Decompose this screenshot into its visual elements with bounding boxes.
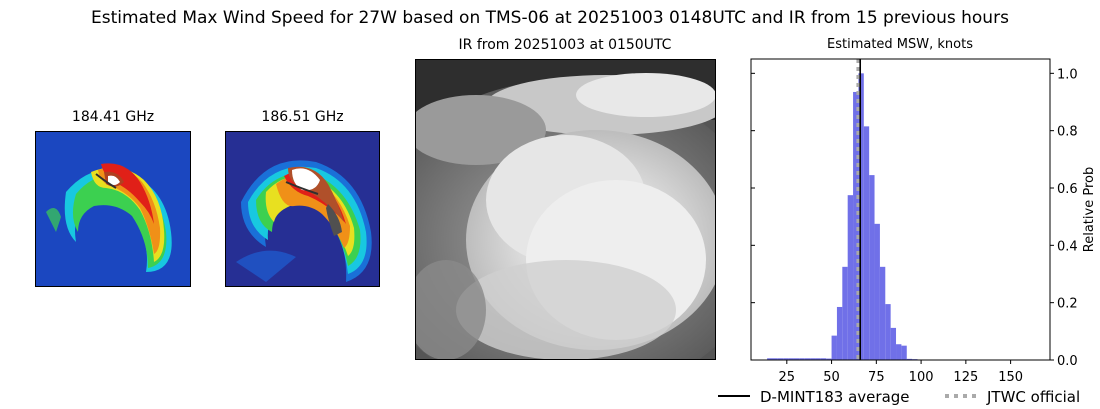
microwave-186ghz-graphic xyxy=(226,132,379,286)
histogram-bar xyxy=(885,304,891,360)
histogram-bar xyxy=(831,335,837,360)
histogram-bar xyxy=(820,358,827,360)
histogram-bar xyxy=(799,358,805,360)
histogram-bar xyxy=(772,358,778,360)
x-tick-label: 75 xyxy=(868,370,885,385)
y-tick-label: 1.0 xyxy=(1057,67,1078,82)
y-tick-label: 0.8 xyxy=(1057,125,1078,140)
histogram-bar xyxy=(804,358,811,360)
x-tick-label: 25 xyxy=(779,370,796,385)
panel-title-186ghz: 186.51 GHz xyxy=(261,109,344,125)
histogram-bar xyxy=(853,91,859,360)
figure-title: Estimated Max Wind Speed for 27W based o… xyxy=(91,8,1009,28)
histogram-title: Estimated MSW, knots xyxy=(827,37,973,52)
histogram-bar xyxy=(810,358,816,360)
microwave-184ghz-graphic xyxy=(36,132,190,286)
histogram-bar xyxy=(767,358,773,360)
histogram-bar xyxy=(869,175,875,360)
y-tick-label: 0.4 xyxy=(1057,239,1078,254)
ir-panel-title: IR from 20251003 at 0150UTC xyxy=(458,37,672,53)
histogram-bar xyxy=(783,358,789,360)
histogram-bar xyxy=(847,195,854,360)
histogram-frame xyxy=(750,58,1051,361)
x-tick-label: 150 xyxy=(998,370,1023,385)
legend-average-label: D-MINT183 average xyxy=(760,388,910,406)
y-tick-label: 0.6 xyxy=(1057,182,1078,197)
histogram-bar xyxy=(863,126,870,360)
x-tick-label: 125 xyxy=(953,370,978,385)
histogram-bar xyxy=(777,358,784,360)
histogram-bar xyxy=(896,344,902,360)
y-axis-label: Relative Prob xyxy=(1082,167,1097,252)
y-tick-label: 0.0 xyxy=(1057,354,1078,369)
x-tick-label: 50 xyxy=(823,370,840,385)
histogram-bar xyxy=(788,358,794,360)
histogram-bar xyxy=(879,266,886,360)
y-tick-label: 0.2 xyxy=(1057,297,1078,312)
ir-satellite-graphic xyxy=(416,60,715,359)
legend-official-label: JTWC official xyxy=(986,388,1080,406)
histogram-bar xyxy=(901,345,907,360)
microwave-image-186ghz xyxy=(225,131,380,287)
histogram-bar xyxy=(874,223,880,360)
histogram-bar xyxy=(890,327,897,360)
microwave-image-184ghz xyxy=(35,131,191,287)
histogram-bar xyxy=(793,358,800,360)
histogram-bar xyxy=(836,306,843,360)
x-tick-label: 100 xyxy=(909,370,934,385)
ir-satellite-image xyxy=(415,59,716,360)
histogram-bar xyxy=(815,358,821,360)
histogram-bar xyxy=(826,358,832,360)
histogram-bar xyxy=(842,266,848,360)
histogram-bar xyxy=(858,73,864,360)
panel-title-184ghz: 184.41 GHz xyxy=(71,109,155,125)
histogram-bar xyxy=(906,358,913,360)
